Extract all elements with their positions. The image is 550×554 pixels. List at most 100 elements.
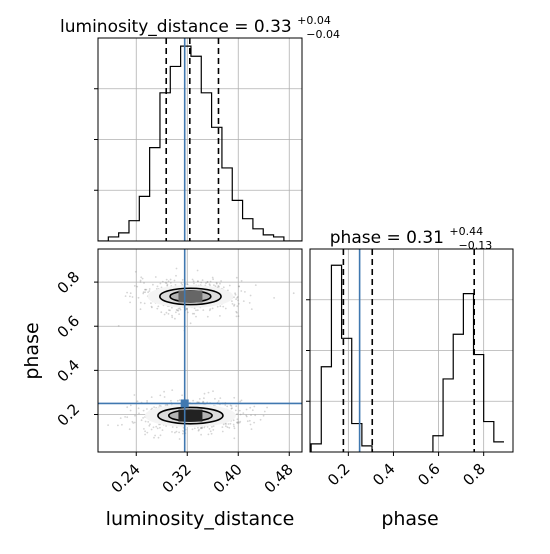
scatter-point <box>175 311 177 314</box>
scatter-point <box>177 309 180 312</box>
scatter-point <box>146 400 149 402</box>
scatter-point <box>197 426 199 429</box>
scatter-point <box>139 301 142 304</box>
scatter-point <box>144 288 147 291</box>
scatter-point <box>146 431 149 434</box>
scatter-point <box>198 398 201 400</box>
phase-hist-bin <box>453 334 463 452</box>
scatter-point <box>231 407 233 410</box>
scatter-point <box>236 296 239 299</box>
scatter-point <box>157 436 160 439</box>
scatter-point <box>178 438 181 440</box>
scatter-point <box>229 422 232 425</box>
lumdist-hist-bin <box>139 196 149 241</box>
scatter-point <box>146 408 148 410</box>
scatter-point <box>225 423 227 425</box>
title-luminosity-distance: luminosity_distance = 0.33 +0.04 −0.04 <box>60 9 340 41</box>
scatter-point <box>148 288 151 290</box>
scatter-point <box>219 305 222 308</box>
scatter-point <box>126 416 129 419</box>
scatter-point <box>248 419 251 422</box>
title-phase-minus: −0.13 <box>459 239 493 252</box>
scatter-point <box>153 406 156 408</box>
scatter-point <box>176 309 179 312</box>
scatter-point <box>219 282 221 285</box>
phase-hist-bin <box>331 265 341 452</box>
scatter-point <box>174 431 176 434</box>
scatter-point <box>158 404 161 407</box>
scatter-point <box>250 414 252 416</box>
scatter-point <box>171 389 174 391</box>
scatter-point <box>237 422 240 424</box>
phase-hist-plot-area <box>310 249 504 452</box>
phase-hist-bin <box>484 422 494 452</box>
scatter-point <box>160 405 162 407</box>
lumdist-hist-bin <box>129 221 139 241</box>
scatter-point <box>219 315 221 317</box>
scatter-point <box>206 281 209 284</box>
scatter-point <box>178 307 181 310</box>
scatter-point <box>161 429 164 431</box>
scatter-point <box>211 276 214 279</box>
scatter-point <box>150 305 153 308</box>
scatter-point <box>133 394 136 396</box>
scatter-point <box>195 309 197 312</box>
scatter-point <box>152 283 154 286</box>
scatter-point <box>231 303 234 305</box>
scatter-point <box>221 426 224 428</box>
scatter-point <box>156 427 159 430</box>
scatter-point <box>222 423 225 426</box>
scatter-point <box>212 390 214 393</box>
scatter-point <box>203 397 205 400</box>
scatter-point <box>178 399 181 401</box>
scatter-point <box>182 432 184 435</box>
scatter-point <box>238 409 241 412</box>
scatter-point <box>234 409 237 412</box>
scatter-point <box>145 288 148 291</box>
scatter-point <box>158 423 160 426</box>
scatter-point <box>159 426 161 429</box>
scatter-point <box>273 297 275 299</box>
scatter-point <box>212 429 215 431</box>
scatter-point <box>163 396 166 398</box>
scatter-point <box>225 425 227 428</box>
scatter-point <box>136 400 139 403</box>
phase-hist-bin <box>443 379 453 452</box>
scatter-point <box>192 399 195 402</box>
scatter-point <box>209 284 211 287</box>
lumdist-hist-bin <box>150 148 160 241</box>
scatter-point <box>171 306 173 309</box>
scatter-point <box>215 281 218 284</box>
scatter-point <box>165 425 168 427</box>
scatter-point <box>169 309 171 312</box>
scatter-point <box>173 279 176 282</box>
lumdist-xtick-label-0: 0.24 <box>108 460 144 496</box>
scatter-point <box>254 414 257 417</box>
lumdist-hist-bin <box>119 233 129 241</box>
phase-hist-bin <box>321 367 331 452</box>
phase-histogram-panel <box>306 248 514 453</box>
scatter-point <box>154 434 157 437</box>
scatter-point <box>175 274 177 277</box>
scatter-point <box>107 424 109 426</box>
scatter-point <box>202 309 205 311</box>
scatter-point <box>170 399 172 402</box>
scatter-point <box>196 280 199 283</box>
phase-hist-bin <box>494 442 504 452</box>
scatter-point <box>153 436 155 439</box>
scatter-point <box>150 396 153 398</box>
scatter-point <box>235 405 238 407</box>
scatter-point <box>198 428 200 431</box>
scatter-point <box>182 430 184 432</box>
lumdist-hist-step-line <box>98 45 302 241</box>
lumdist-hist-bin <box>263 235 273 241</box>
scatter-point <box>148 424 151 427</box>
scatter-point <box>160 286 163 289</box>
scatter-point <box>147 421 150 423</box>
scatter-point <box>218 285 220 288</box>
scatter-point <box>134 270 137 273</box>
scatter-point <box>126 406 129 409</box>
scatter-point <box>238 285 240 288</box>
scatter-point <box>177 307 180 310</box>
scatter-point <box>224 404 227 406</box>
